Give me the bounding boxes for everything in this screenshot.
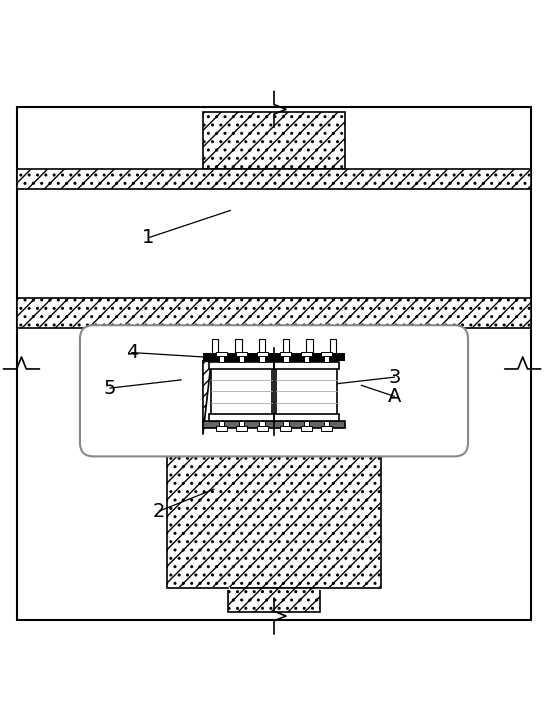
Bar	[239, 421, 244, 430]
Bar	[17, 169, 531, 188]
Bar	[227, 587, 321, 612]
Bar	[203, 328, 345, 457]
Bar	[259, 352, 265, 362]
Bar	[236, 426, 247, 430]
Bar	[167, 457, 381, 587]
Bar	[321, 426, 332, 430]
Bar	[304, 352, 309, 362]
Bar	[259, 421, 265, 430]
Bar	[203, 112, 345, 169]
Bar	[203, 421, 345, 428]
Text: A: A	[387, 387, 401, 406]
Bar	[212, 339, 218, 353]
Bar	[324, 421, 329, 430]
Bar	[219, 421, 224, 430]
Bar	[256, 426, 267, 430]
Bar	[211, 362, 272, 421]
Bar	[17, 169, 531, 188]
Bar	[167, 457, 381, 587]
Bar	[256, 352, 267, 356]
Polygon shape	[203, 361, 211, 435]
Bar	[324, 352, 329, 362]
Bar	[236, 352, 247, 356]
Bar	[259, 339, 265, 353]
Text: 4: 4	[125, 343, 138, 362]
Bar	[209, 362, 274, 369]
Bar	[281, 352, 292, 356]
Bar	[203, 328, 345, 457]
Bar	[227, 587, 321, 612]
Bar	[17, 298, 531, 328]
Bar	[209, 414, 274, 421]
Bar	[281, 426, 292, 430]
Bar	[304, 421, 309, 430]
Bar	[203, 353, 345, 361]
Bar	[330, 339, 336, 353]
Bar	[235, 339, 242, 353]
Bar	[239, 352, 244, 362]
Bar	[283, 352, 289, 362]
Bar	[274, 362, 339, 369]
Bar	[283, 339, 289, 353]
Bar	[17, 298, 531, 328]
Bar	[301, 352, 312, 356]
Bar	[216, 426, 227, 430]
FancyBboxPatch shape	[80, 325, 468, 457]
Bar	[274, 414, 339, 421]
Text: 3: 3	[388, 368, 401, 387]
Bar	[216, 352, 227, 356]
Text: 1: 1	[142, 228, 155, 247]
Text: 2: 2	[153, 502, 165, 521]
Text: 5: 5	[104, 379, 116, 398]
Bar	[301, 426, 312, 430]
Bar	[219, 352, 224, 362]
Bar	[321, 352, 332, 356]
Bar	[276, 362, 337, 421]
Bar	[283, 421, 289, 430]
Bar	[203, 112, 345, 169]
Bar	[306, 339, 313, 353]
